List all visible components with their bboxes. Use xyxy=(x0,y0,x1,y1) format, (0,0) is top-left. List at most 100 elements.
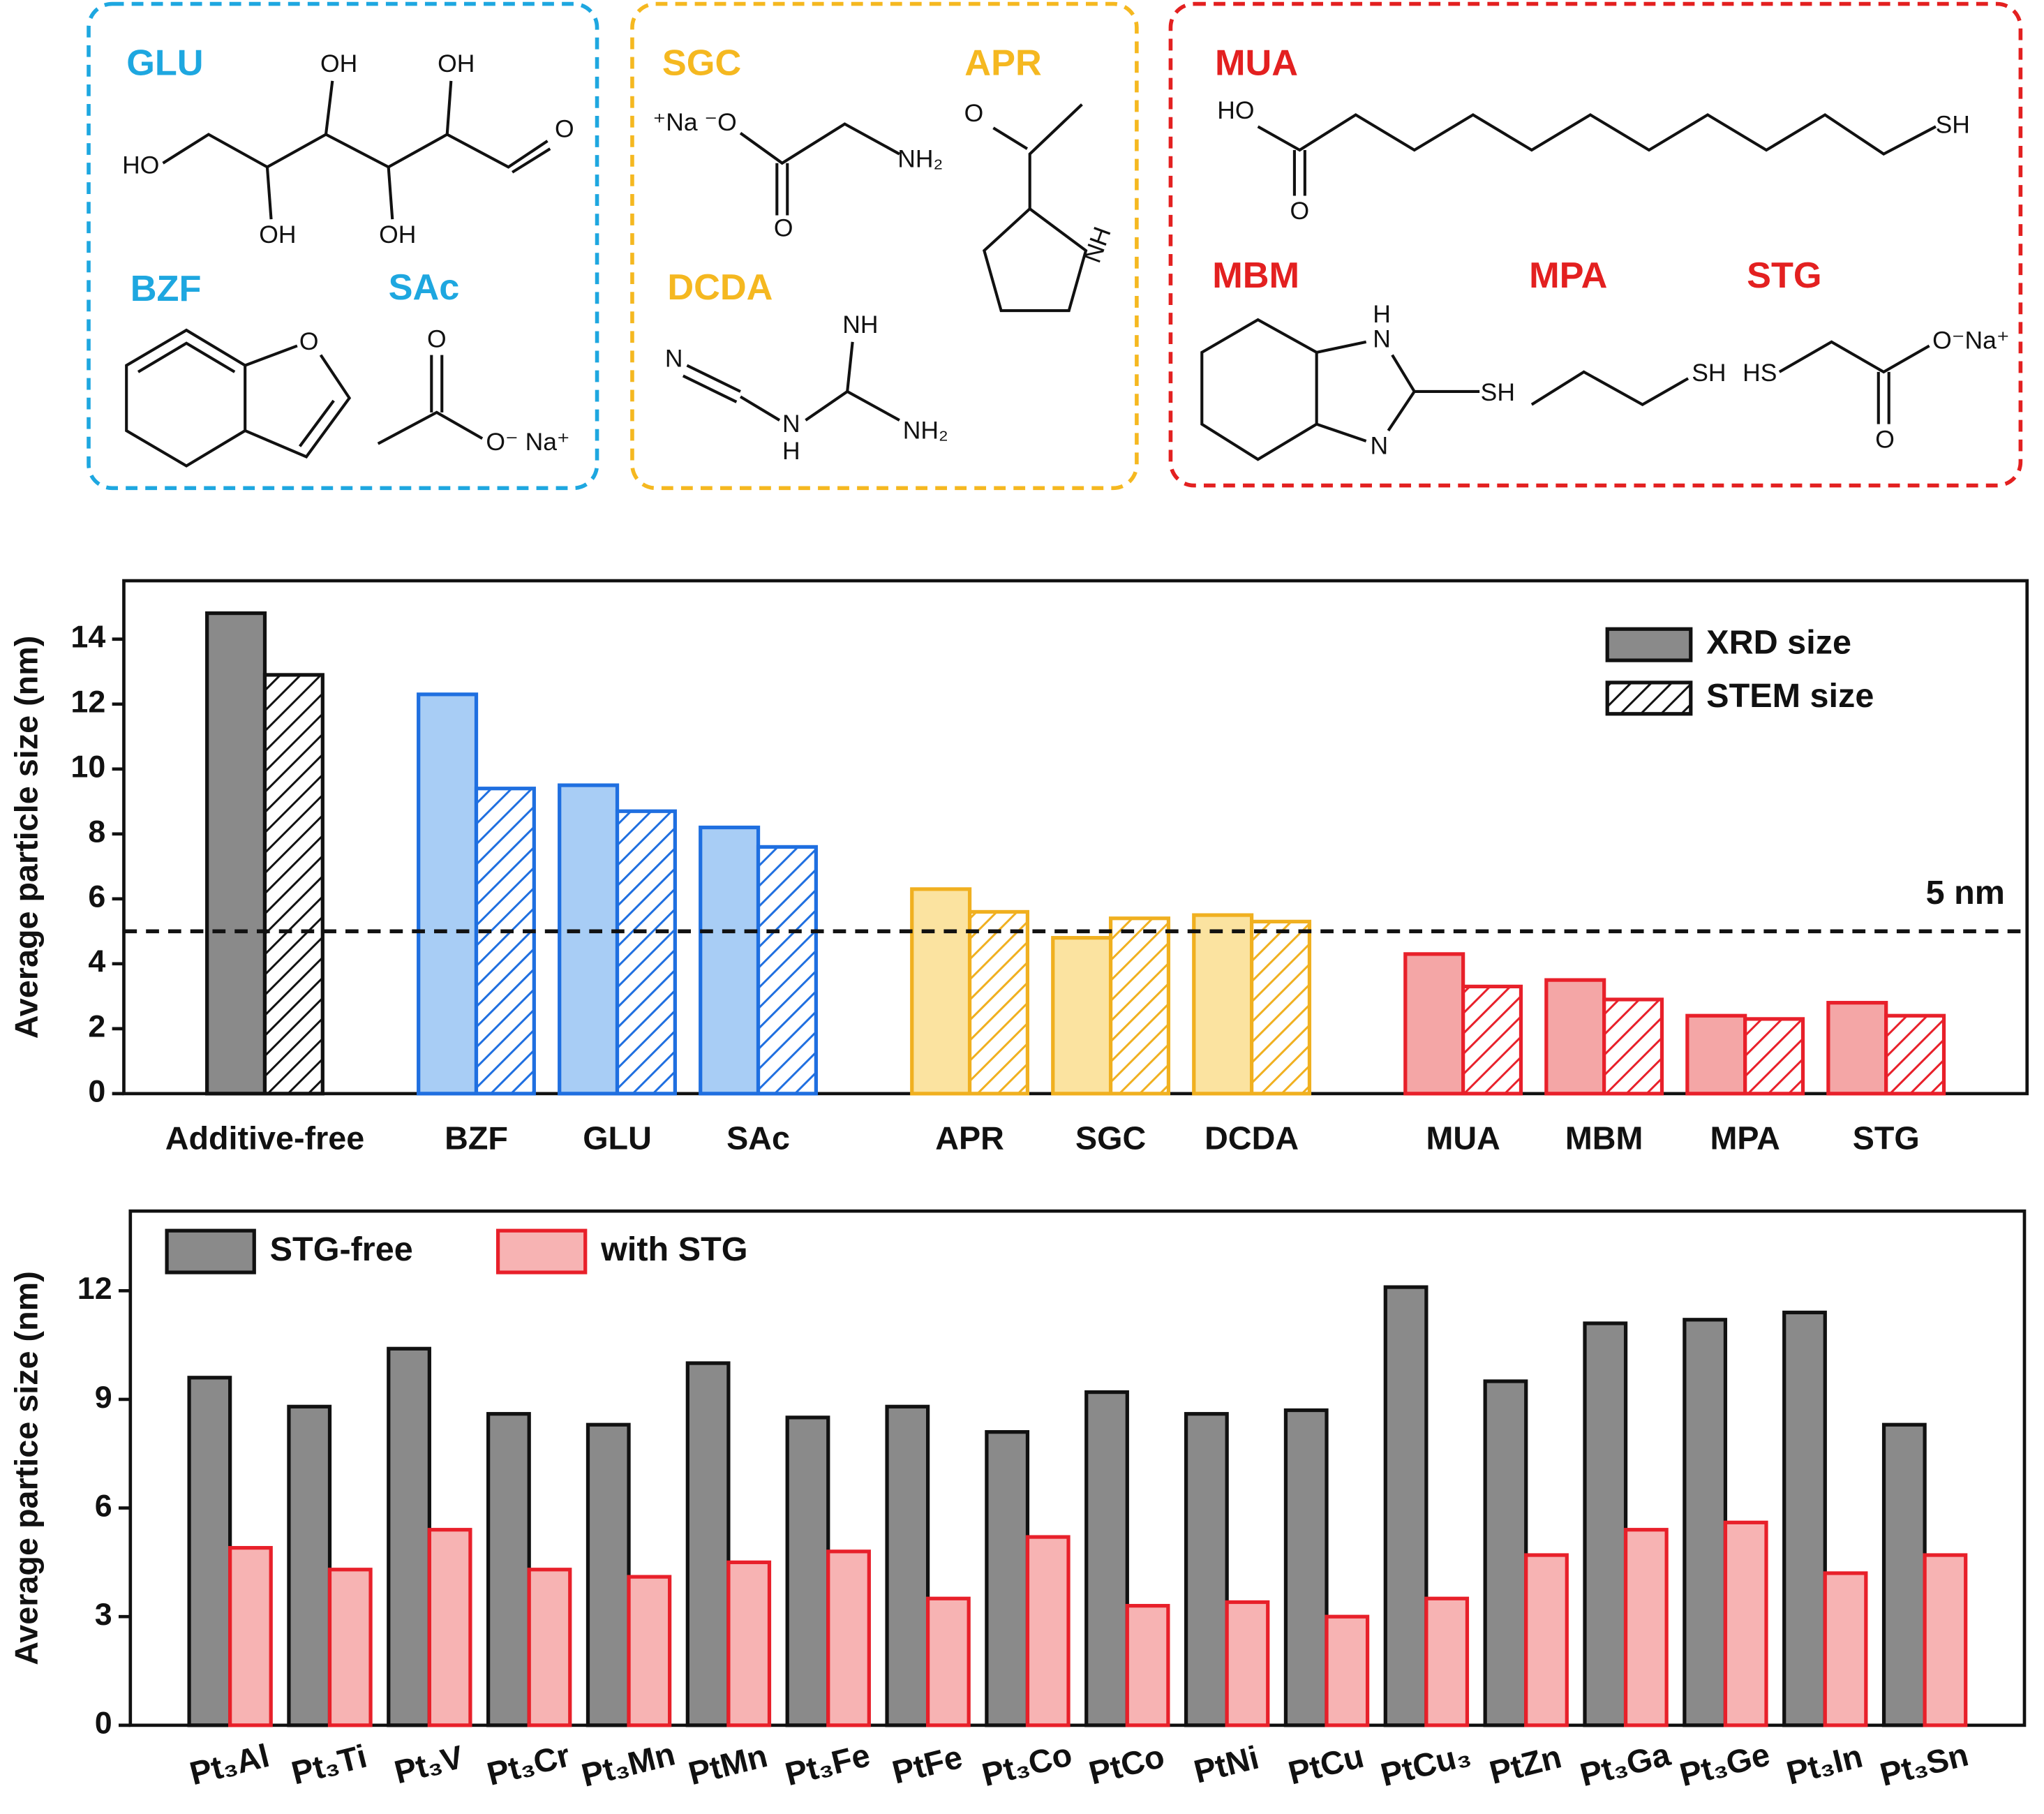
bar xyxy=(1826,1001,1888,1096)
atom-label: N xyxy=(1371,432,1389,460)
bar xyxy=(1602,997,1664,1096)
group-box xyxy=(1168,1,2023,488)
bar xyxy=(1623,1528,1669,1727)
y-tick-label: 14 xyxy=(70,619,105,655)
bar xyxy=(1683,1318,1728,1727)
bar xyxy=(1881,1422,1927,1727)
legend-label: with STG xyxy=(600,1231,747,1268)
x-tick-label: PtCu xyxy=(1285,1738,1367,1792)
atom-label: ⁺Na ⁻O xyxy=(652,108,736,136)
reference-label: 5 nm xyxy=(1926,874,2005,912)
x-tick-label: PtCu₃ xyxy=(1377,1736,1474,1793)
molecule-name: MPA xyxy=(1529,255,1607,296)
bar xyxy=(1225,1600,1270,1727)
bar xyxy=(287,1404,332,1727)
atom-label: O⁻ Na⁺ xyxy=(486,428,569,456)
legend-label: STEM size xyxy=(1706,677,1874,715)
legend-swatch xyxy=(1605,681,1693,716)
bar xyxy=(1483,1379,1528,1727)
bar xyxy=(1051,936,1113,1096)
bar xyxy=(327,1568,373,1727)
y-tick-label: 12 xyxy=(77,1270,112,1306)
x-tick-label: MPA xyxy=(1710,1120,1780,1157)
x-tick-label: Pt₃Cr xyxy=(484,1737,574,1792)
x-tick-label: PtFe xyxy=(888,1739,966,1791)
bar xyxy=(699,825,761,1096)
y-tick-label: 0 xyxy=(95,1705,112,1741)
y-tick-label: 6 xyxy=(88,879,105,914)
bar xyxy=(1544,978,1606,1096)
atom-label: SH xyxy=(1936,111,1970,139)
x-tick-label: Pt₃V xyxy=(391,1739,467,1791)
bar xyxy=(387,1346,431,1727)
atom-label: OH xyxy=(320,50,357,77)
bar xyxy=(1192,913,1254,1096)
x-tick-label: Additive-free xyxy=(165,1120,364,1157)
bar xyxy=(205,611,267,1096)
bar xyxy=(486,1412,531,1727)
molecule-name: BZF xyxy=(130,269,202,309)
bar xyxy=(1743,1017,1805,1096)
bar xyxy=(1884,1013,1946,1096)
x-tick-label: PtNi xyxy=(1191,1739,1262,1790)
bar xyxy=(756,845,818,1096)
bar xyxy=(1084,1390,1129,1727)
x-tick-label: Pt₃Sn xyxy=(1877,1736,1972,1792)
molecule-name: MBM xyxy=(1212,255,1299,296)
atom-label: N xyxy=(782,410,800,438)
bar xyxy=(558,783,620,1096)
x-tick-label: Pt₃Co xyxy=(978,1736,1075,1793)
bar xyxy=(785,1415,830,1727)
bar xyxy=(910,887,972,1096)
molecule-name: SAc xyxy=(389,267,460,308)
plot-frame xyxy=(128,1209,2027,1727)
bar xyxy=(1283,1408,1329,1727)
bar xyxy=(985,1430,1030,1727)
bar xyxy=(1782,1310,1827,1727)
molecule-name: SGC xyxy=(662,43,741,83)
x-tick-label: BZF xyxy=(445,1120,508,1157)
bonds xyxy=(125,80,1937,468)
bar xyxy=(1125,1604,1170,1727)
y-tick-label: 9 xyxy=(95,1379,112,1415)
atom-label: H xyxy=(782,437,800,465)
bar xyxy=(187,1376,232,1727)
x-tick-label: SGC xyxy=(1075,1120,1146,1157)
bar xyxy=(1685,1013,1747,1096)
atom-label: O xyxy=(964,99,984,127)
bar xyxy=(615,809,677,1096)
legend-swatch xyxy=(495,1228,588,1274)
bar xyxy=(228,1546,273,1727)
bar xyxy=(1025,1535,1071,1727)
legend-label: XRD size xyxy=(1706,623,1851,661)
bar xyxy=(885,1404,930,1727)
bar xyxy=(627,1575,672,1727)
molecule-name: GLU xyxy=(126,43,203,83)
atom-label: N xyxy=(665,344,683,372)
y-axis-title: Average particle size (nm) xyxy=(8,636,44,1039)
bar xyxy=(1403,952,1465,1096)
atom-label: SH xyxy=(1481,378,1515,406)
atom-label: OH xyxy=(438,50,475,77)
bar xyxy=(1823,1571,1868,1727)
x-tick-label: Pt₃Ge xyxy=(1676,1736,1773,1793)
y-axis-title: Average partice size (nm) xyxy=(8,1271,44,1665)
x-tick-label: Pt₃Ga xyxy=(1576,1736,1674,1793)
atom-label: O xyxy=(1290,197,1310,225)
y-tick-label: 6 xyxy=(95,1487,112,1523)
group-box xyxy=(630,1,1139,491)
bar xyxy=(726,1560,772,1727)
y-tick-label: 10 xyxy=(70,749,105,785)
bar xyxy=(1325,1614,1370,1727)
bar xyxy=(1583,1321,1628,1727)
atom-label: O xyxy=(774,214,793,241)
y-tick-label: 2 xyxy=(88,1009,105,1044)
atom-label: OH xyxy=(259,221,296,248)
y-tick-label: 0 xyxy=(88,1073,105,1109)
molecule-name: APR xyxy=(964,43,1041,83)
molecule-name: DCDA xyxy=(667,267,773,308)
group-box xyxy=(87,1,599,491)
bar xyxy=(1923,1553,1968,1727)
molecule-name: MUA xyxy=(1215,43,1298,83)
